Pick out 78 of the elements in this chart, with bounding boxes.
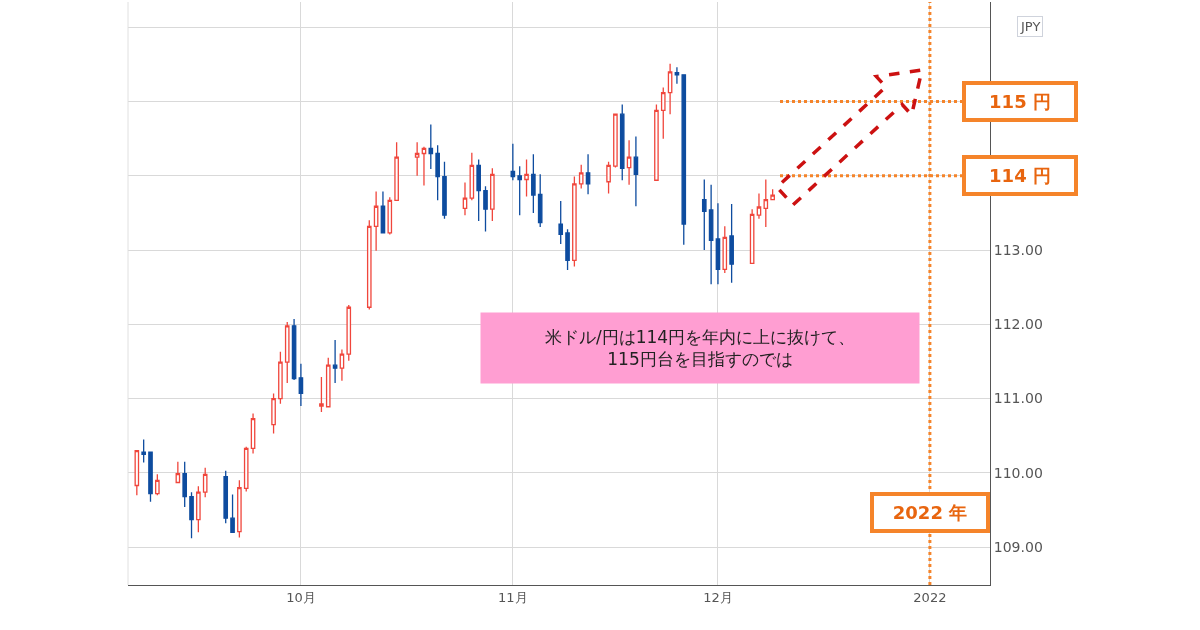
candlestick	[271, 392, 276, 435]
candlestick	[250, 412, 256, 455]
y-tick-label: 112.00	[993, 316, 1043, 333]
candlestick	[510, 143, 516, 181]
candlestick	[196, 485, 201, 533]
candlestick	[585, 153, 591, 195]
y-tick-label: 110.00	[993, 464, 1043, 481]
candlestick	[667, 62, 673, 115]
candlestick	[380, 190, 386, 234]
candlestick	[141, 438, 146, 464]
candlestick	[421, 146, 427, 187]
ref-line-label: 2022 年	[892, 502, 968, 523]
candlestick	[578, 164, 584, 190]
ref-line-label: 114 円	[989, 165, 1051, 186]
candlestick	[175, 461, 181, 484]
candlestick	[394, 141, 399, 201]
x-tick-label: 11月	[498, 589, 528, 605]
x-tick-label: 2022	[913, 589, 947, 605]
candlestick	[346, 304, 352, 362]
candlestick	[366, 219, 372, 311]
candlestick	[715, 202, 721, 285]
x-tick-label: 10月	[286, 589, 316, 605]
candlestick	[708, 184, 714, 285]
candlestick	[558, 200, 564, 245]
candlestick	[565, 228, 570, 271]
candlestick	[230, 493, 235, 534]
candlestick	[243, 446, 249, 493]
candlestick	[517, 165, 523, 216]
candlestick	[763, 178, 769, 228]
candlestick	[428, 123, 434, 170]
candlestick	[148, 451, 153, 503]
candlestick	[701, 178, 707, 251]
candlestick	[202, 467, 208, 499]
candlestick	[633, 135, 639, 207]
x-tick-label: 12月	[703, 589, 733, 605]
candlestick	[606, 161, 611, 195]
candlestick	[435, 144, 440, 201]
candlestick	[619, 103, 625, 181]
ref-line-label: 115 円	[989, 91, 1051, 112]
candlestick	[373, 190, 379, 252]
candlestick	[572, 175, 577, 268]
candlestick	[537, 173, 543, 228]
candlestick	[660, 86, 666, 140]
candlestick	[626, 139, 632, 186]
candlestick	[182, 461, 188, 508]
y-tick-label: 109.00	[993, 539, 1043, 556]
candlestick	[722, 225, 728, 274]
candlestick	[339, 348, 345, 382]
candlestick	[223, 469, 229, 525]
candlestick	[414, 141, 420, 177]
candlestick	[476, 158, 481, 222]
candlestick	[325, 357, 331, 409]
candlestick	[674, 66, 680, 85]
candlestick	[237, 479, 242, 539]
candlestick	[681, 74, 687, 246]
y-tick-label: 111.00	[993, 390, 1043, 407]
candlestick	[483, 185, 488, 233]
candlestick	[729, 203, 734, 284]
candlestick	[319, 376, 324, 413]
candlestick	[756, 192, 762, 220]
y-tick-label: 113.00	[993, 241, 1043, 258]
candlestick	[524, 158, 529, 198]
candlestick	[387, 196, 393, 236]
candlestick	[770, 188, 775, 201]
candlestick	[278, 351, 283, 405]
candlestick	[298, 363, 304, 407]
candlestick	[442, 161, 447, 220]
candlestick	[284, 321, 290, 384]
text: JPY	[1020, 19, 1041, 34]
candlestick	[155, 473, 160, 496]
candlestick	[490, 167, 495, 222]
candlestick	[332, 339, 338, 384]
candlestick	[531, 153, 536, 214]
candlestick	[189, 491, 194, 539]
candlestick	[462, 181, 468, 216]
annotation: 米ドル/円は114円を年内に上に抜けて、 115円台を目指すのでは	[544, 327, 856, 370]
candlestick	[613, 112, 618, 169]
candlestick	[654, 103, 659, 181]
